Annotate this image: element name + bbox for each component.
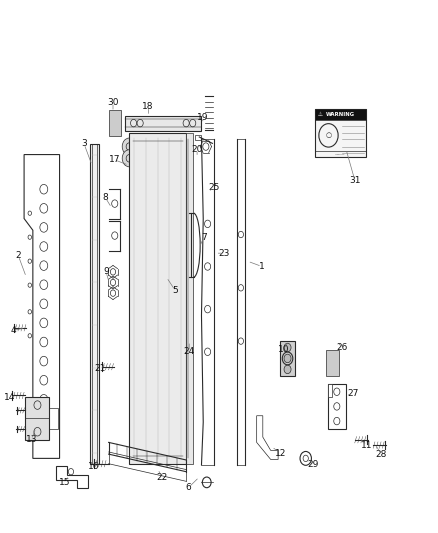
Bar (125, 116, 201, 131)
Text: 25: 25 (208, 183, 219, 192)
Text: 31: 31 (349, 176, 360, 184)
Circle shape (122, 138, 136, 155)
Bar (90, 144, 99, 464)
Text: 20: 20 (191, 145, 203, 154)
Text: 21: 21 (94, 365, 106, 373)
Bar (315, 109, 366, 157)
Text: 30: 30 (107, 98, 119, 107)
Text: 3: 3 (81, 140, 87, 148)
Bar (328, 384, 332, 397)
Bar (315, 109, 366, 120)
Text: 9: 9 (103, 268, 109, 276)
Text: 16: 16 (88, 462, 99, 471)
Bar (186, 133, 193, 464)
Text: 13: 13 (26, 435, 37, 444)
Text: 26: 26 (337, 343, 348, 352)
Text: 8: 8 (102, 193, 108, 201)
Text: 10: 10 (278, 345, 290, 353)
Text: 22: 22 (156, 473, 168, 481)
Text: 1: 1 (259, 262, 265, 271)
Text: 27: 27 (347, 389, 358, 398)
Circle shape (284, 365, 291, 374)
Text: 2: 2 (16, 252, 21, 260)
Bar (326, 350, 339, 376)
Text: 24: 24 (184, 348, 195, 356)
Bar (25, 397, 49, 440)
Bar (280, 341, 295, 376)
Text: 4: 4 (11, 326, 16, 335)
Text: 11: 11 (361, 441, 373, 449)
Bar (328, 384, 346, 429)
Text: 29: 29 (307, 461, 319, 469)
Bar (109, 110, 121, 136)
Circle shape (284, 354, 291, 362)
Text: 18: 18 (142, 102, 154, 111)
Text: 19: 19 (197, 113, 208, 122)
Text: 5: 5 (172, 286, 178, 295)
Bar (195, 135, 201, 140)
Text: ⚠: ⚠ (318, 112, 322, 117)
Text: 15: 15 (59, 478, 71, 487)
Text: WARNING: WARNING (326, 112, 355, 117)
Text: 12: 12 (275, 449, 286, 457)
Text: 7: 7 (201, 233, 207, 241)
Bar (49, 408, 58, 429)
Text: 14: 14 (4, 393, 15, 401)
Text: 6: 6 (185, 483, 191, 492)
Text: 23: 23 (219, 249, 230, 257)
Text: ———: ——— (336, 152, 346, 156)
Text: ○: ○ (325, 132, 332, 139)
Text: 28: 28 (375, 450, 387, 458)
Circle shape (122, 150, 136, 167)
Circle shape (284, 343, 291, 352)
Bar (129, 133, 186, 464)
Text: 17: 17 (109, 156, 120, 164)
